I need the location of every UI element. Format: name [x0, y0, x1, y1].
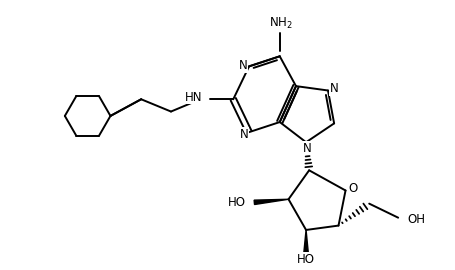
Text: N: N [238, 59, 247, 72]
Text: HN: HN [185, 90, 202, 104]
Text: N: N [239, 128, 248, 141]
Polygon shape [303, 230, 308, 252]
Text: NH$_2$: NH$_2$ [268, 16, 292, 31]
Text: HO: HO [296, 253, 314, 266]
Text: N: N [329, 82, 338, 95]
Text: HO: HO [228, 196, 245, 209]
Text: OH: OH [406, 213, 424, 226]
Polygon shape [253, 199, 288, 204]
Text: O: O [348, 182, 357, 195]
Text: N: N [302, 142, 311, 155]
